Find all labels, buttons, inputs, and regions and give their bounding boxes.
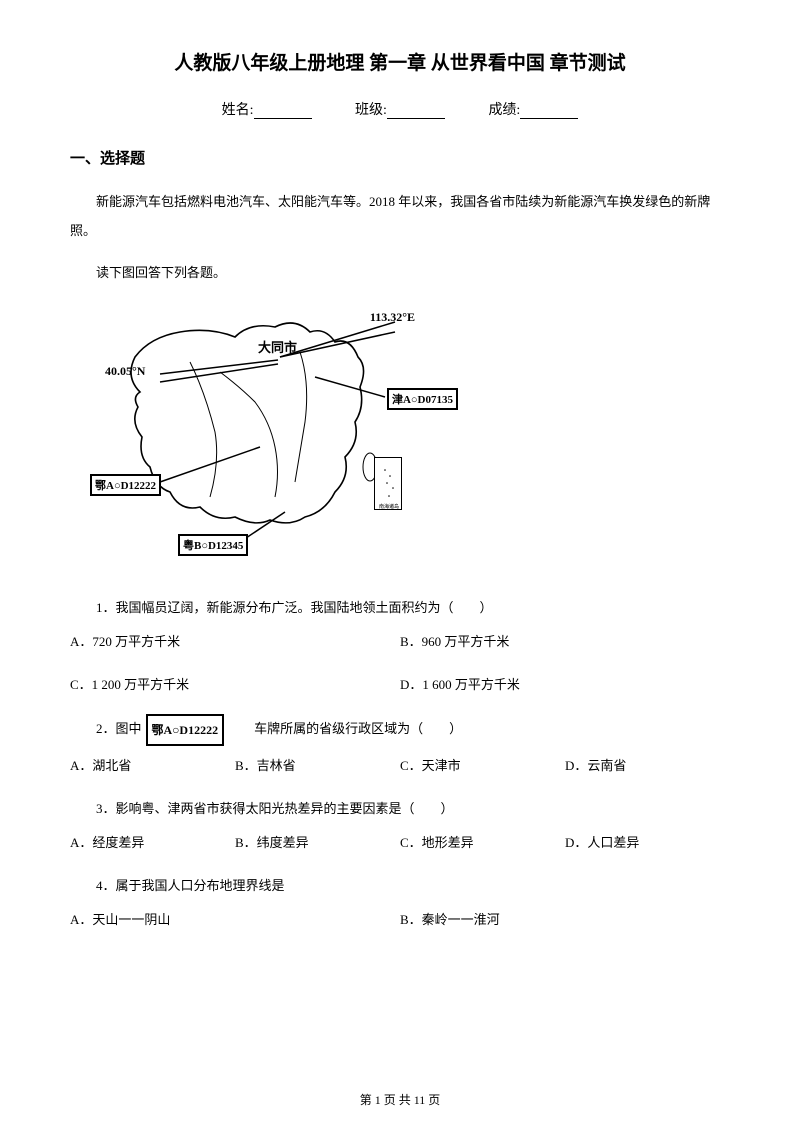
map-plate-e: 鄂A○D12222	[90, 474, 161, 496]
q3-option-c[interactable]: C．地形差异	[400, 829, 565, 858]
question-1-options-row1: A．720 万平方千米 B．960 万平方千米	[70, 628, 730, 657]
q2-suffix: 车牌所属的省级行政区域为（ ）	[228, 715, 462, 744]
question-1-options-row2: C．1 200 万平方千米 D．1 600 万平方千米	[70, 671, 730, 700]
q2-option-c[interactable]: C．天津市	[400, 752, 565, 781]
map-city-label: 大同市	[258, 340, 297, 355]
intro-paragraph-1: 新能源汽车包括燃料电池汽车、太阳能汽车等。2018 年以来，我国各省市陆续为新能…	[70, 188, 730, 245]
class-label: 班级:	[355, 99, 387, 119]
intro-paragraph-2: 读下图回答下列各题。	[70, 259, 730, 288]
q4-option-b[interactable]: B．秦岭一一淮河	[400, 906, 730, 935]
section-heading: 一、选择题	[70, 147, 730, 168]
question-2-options: A．湖北省 B．吉林省 C．天津市 D．云南省	[70, 752, 730, 781]
q4-option-a[interactable]: A．天山一一阴山	[70, 906, 400, 935]
question-1-text: 1．我国幅员辽阔，新能源分布广泛。我国陆地领土面积约为（ ）	[70, 594, 730, 623]
svg-text:南海诸岛: 南海诸岛	[379, 503, 399, 510]
q1-option-c[interactable]: C．1 200 万平方千米	[70, 671, 400, 700]
q2-option-d[interactable]: D．云南省	[565, 752, 730, 781]
page-title: 人教版八年级上册地理 第一章 从世界看中国 章节测试	[70, 48, 730, 75]
question-4-text: 4．属于我国人口分布地理界线是	[70, 872, 730, 901]
name-blank[interactable]	[254, 103, 312, 119]
question-2-text: 2．图中 鄂A○D12222 车牌所属的省级行政区域为（ ）	[70, 714, 730, 746]
map-plate-jin: 津A○D07135	[387, 388, 458, 410]
map-coord-longitude: 113.32°E	[370, 310, 415, 325]
question-4-options: A．天山一一阴山 B．秦岭一一淮河	[70, 906, 730, 935]
map-coord-latitude: 40.05°N	[105, 364, 145, 379]
q3-option-a[interactable]: A．经度差异	[70, 829, 235, 858]
page-footer: 第 1 页 共 11 页	[0, 1091, 800, 1108]
map-plate-yue: 粤B○D12345	[178, 534, 248, 556]
q1-option-b[interactable]: B．960 万平方千米	[400, 628, 730, 657]
q2-inline-plate: 鄂A○D12222	[146, 714, 225, 746]
map-inset-box: 南海诸岛	[374, 457, 402, 510]
q2-option-b[interactable]: B．吉林省	[235, 752, 400, 781]
score-label: 成绩:	[488, 99, 520, 119]
class-blank[interactable]	[387, 103, 445, 119]
question-3-text: 3．影响粤、津两省市获得太阳光热差异的主要因素是（ ）	[70, 795, 730, 824]
score-blank[interactable]	[520, 103, 578, 119]
student-info-line: 姓名: 班级: 成绩:	[70, 99, 730, 119]
q2-option-a[interactable]: A．湖北省	[70, 752, 235, 781]
q1-option-a[interactable]: A．720 万平方千米	[70, 628, 400, 657]
q2-prefix: 2．图中	[70, 715, 142, 744]
q1-option-d[interactable]: D．1 600 万平方千米	[400, 671, 730, 700]
china-map-svg: 大同市	[100, 302, 440, 572]
china-map-figure: 大同市 113.32°E 40.05°N 津A○D07135 鄂A○D12222…	[100, 302, 440, 572]
q3-option-b[interactable]: B．纬度差异	[235, 829, 400, 858]
name-label: 姓名:	[222, 99, 254, 119]
q3-option-d[interactable]: D．人口差异	[565, 829, 730, 858]
question-3-options: A．经度差异 B．纬度差异 C．地形差异 D．人口差异	[70, 829, 730, 858]
